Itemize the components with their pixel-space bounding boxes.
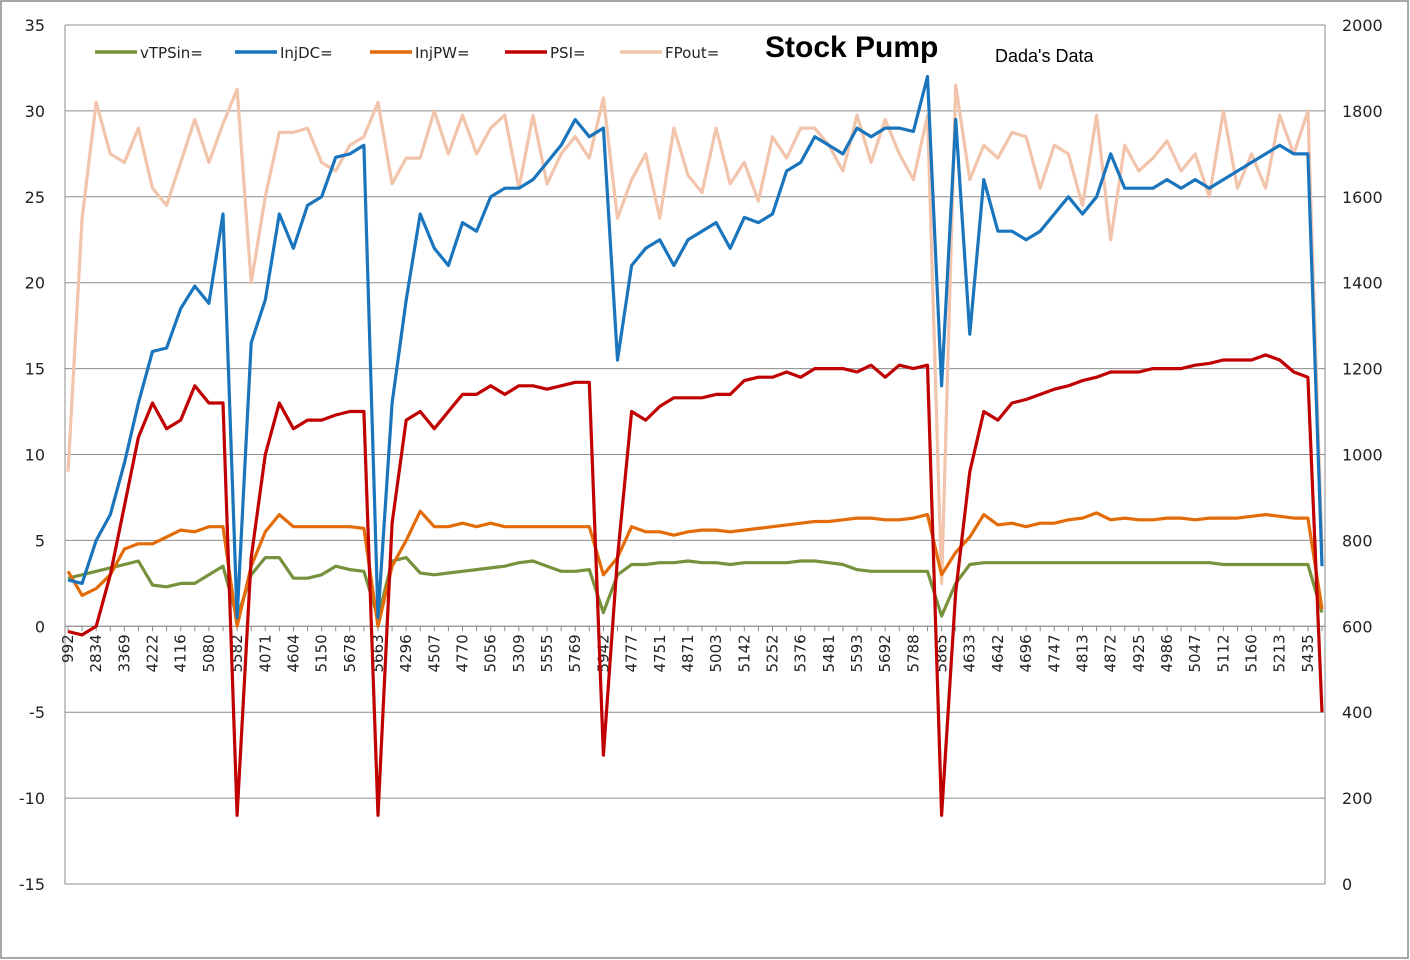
x-tick-label: 5252: [763, 634, 781, 672]
series-line-psi: [67, 353, 1324, 817]
legend-label: FPout=: [665, 44, 719, 62]
x-tick-label: 4296: [397, 634, 415, 672]
x-tick-label: 5213: [1271, 634, 1289, 672]
legend: vTPSin= InjDC= InjPW= PSI= FPout=: [95, 44, 719, 62]
y2-tick-label: 2000: [1342, 16, 1383, 35]
x-tick-label: 5376: [792, 634, 810, 672]
y2-tick-label: 800: [1342, 531, 1373, 550]
x-tick-label: 4642: [989, 634, 1007, 672]
x-tick-label: 3369: [115, 634, 133, 672]
legend-label: InjPW=: [415, 44, 470, 62]
x-tick-label: 5769: [566, 634, 584, 672]
y-tick-label: -10: [19, 789, 45, 808]
y-tick-label: -5: [29, 703, 45, 722]
series-line-injdc: [67, 74, 1324, 620]
series-line-fpout: [66, 83, 1324, 586]
y2-tick-label: 1000: [1342, 446, 1383, 465]
y2-tick-label: 200: [1342, 789, 1373, 808]
legend-label: InjDC=: [280, 44, 333, 62]
x-tick-label: 4222: [144, 634, 162, 672]
chart-title: Stock Pump: [765, 31, 938, 64]
x-tick-label: 5555: [538, 634, 556, 672]
x-tick-label: 4777: [623, 634, 641, 672]
x-tick-label: 4071: [256, 634, 274, 672]
x-tick-label: 4872: [1102, 634, 1120, 672]
x-tick-label: 4747: [1045, 634, 1063, 672]
y2-tick-label: 1600: [1342, 188, 1383, 207]
x-tick-label: 4604: [284, 634, 302, 672]
y-tick-label: -15: [19, 875, 45, 894]
x-tick-label: 5047: [1186, 634, 1204, 672]
y-tick-label: 15: [25, 360, 45, 379]
x-tick-label: 5142: [735, 634, 753, 672]
x-tick-label: 4751: [651, 634, 669, 672]
x-tick-label: 4925: [1130, 634, 1148, 672]
legend-label: vTPSin=: [140, 44, 203, 62]
x-tick-label: 5678: [341, 634, 359, 672]
x-tick-label: 5003: [707, 634, 725, 672]
x-tick-label: 4813: [1073, 634, 1091, 672]
x-tick-label: 4871: [679, 634, 697, 672]
x-tick-label: 5593: [848, 634, 866, 672]
x-tick-label: 2834: [87, 634, 105, 672]
y2-tick-label: 1200: [1342, 360, 1383, 379]
y2-tick-label: 1400: [1342, 274, 1383, 293]
y-tick-label: 10: [25, 446, 45, 465]
x-tick-label: 5309: [510, 634, 528, 672]
x-tick-label: 5692: [876, 634, 894, 672]
y2-tick-label: 1800: [1342, 102, 1383, 121]
y-tick-label: 25: [25, 188, 45, 207]
x-tick-label: 5056: [482, 634, 500, 672]
x-tick-label: 4770: [454, 634, 472, 672]
y-tick-label: 5: [35, 531, 45, 550]
x-tick-label: 5150: [313, 634, 331, 672]
gridlines: [65, 24, 1325, 885]
x-tick-label: 5080: [200, 634, 218, 672]
x-tick-label: 5112: [1214, 634, 1232, 672]
x-tick-label: 5788: [904, 634, 922, 672]
y2-tick-label: 0: [1342, 875, 1352, 894]
y2-tick-label: 400: [1342, 703, 1373, 722]
y2-tick-label: 600: [1342, 617, 1373, 636]
x-tick-label: 4116: [172, 634, 190, 672]
x-tick-label: 4986: [1158, 634, 1176, 672]
series-lines: [66, 74, 1324, 817]
x-tick-label: 4696: [1017, 634, 1035, 672]
series-line-injpw: [66, 509, 1324, 628]
x-tick-label: 4507: [425, 634, 443, 672]
legend-label: PSI=: [550, 44, 586, 62]
axes: -15 -10 -5 0 5 10 15 20 25 30 35 0 200 400 600 800 1000 1…: [19, 16, 1383, 894]
series-line-vtpsin: [67, 555, 1324, 620]
y-tick-label: 35: [25, 16, 45, 35]
chart-subtitle: Dada's Data: [995, 46, 1094, 66]
x-tick-label: 4633: [961, 634, 979, 672]
y-tick-label: 0: [35, 617, 45, 636]
x-tick-label: 5481: [820, 634, 838, 672]
x-tick-label: 992: [59, 634, 77, 663]
y-tick-label: 30: [25, 102, 45, 121]
x-tick-label: 5435: [1299, 634, 1317, 672]
y-tick-label: 20: [25, 274, 45, 293]
x-tick-label: 5160: [1243, 634, 1261, 672]
